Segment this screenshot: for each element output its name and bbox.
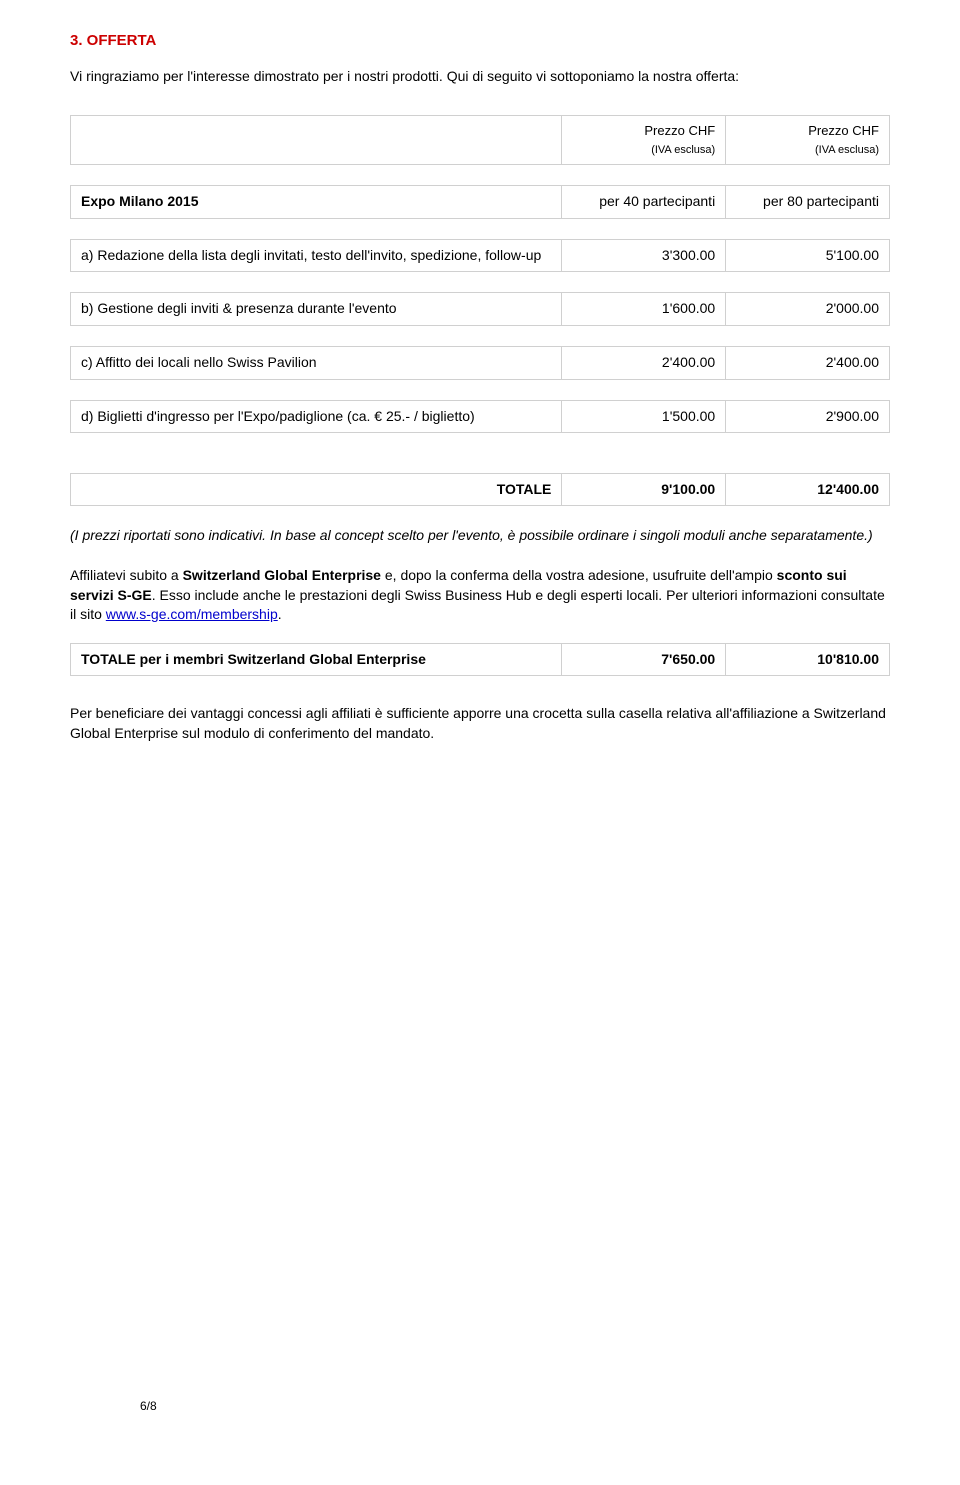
header-empty (71, 115, 562, 165)
header-col1: Prezzo CHF (IVA esclusa) (562, 115, 726, 165)
row-d-table: d) Biglietti d'ingresso per l'Expo/padig… (70, 400, 890, 434)
row-a-v2: 5'100.00 (726, 239, 890, 272)
affiliate-paragraph: Affiliatevi subito a Switzerland Global … (70, 566, 890, 625)
row-a-label: a) Redazione della lista degli invitati,… (71, 239, 562, 272)
row-d-label: d) Biglietti d'ingresso per l'Expo/padig… (71, 400, 562, 433)
row-c-table: c) Affitto dei locali nello Swiss Pavili… (70, 346, 890, 380)
member-total-row: TOTALE per i membri Switzerland Global E… (71, 643, 890, 676)
total-v1: 9'100.00 (562, 473, 726, 506)
member-total-v1: 7'650.00 (562, 643, 726, 676)
header-row: Prezzo CHF (IVA esclusa) Prezzo CHF (IVA… (71, 115, 890, 165)
affiliate-mid: e, dopo la conferma della vostra adesion… (381, 567, 777, 583)
header-col2-line2: (IVA esclusa) (815, 144, 879, 156)
expo-label-text: Expo Milano 2015 (81, 193, 198, 209)
expo-table: Expo Milano 2015 per 40 partecipanti per… (70, 185, 890, 219)
expo-col1: per 40 partecipanti (562, 186, 726, 219)
member-total-label: TOTALE per i membri Switzerland Global E… (71, 643, 562, 676)
expo-col2: per 80 partecipanti (726, 186, 890, 219)
row-b-v2: 2'000.00 (726, 293, 890, 326)
row-b-label: b) Gestione degli inviti & presenza dura… (71, 293, 562, 326)
table-row: c) Affitto dei locali nello Swiss Pavili… (71, 346, 890, 379)
membership-link[interactable]: www.s-ge.com/membership (106, 606, 278, 622)
table-row: a) Redazione della lista degli invitati,… (71, 239, 890, 272)
total-label: TOTALE (71, 473, 562, 506)
total-row: TOTALE 9'100.00 12'400.00 (71, 473, 890, 506)
note-italic: (I prezzi riportati sono indicativi. In … (70, 526, 890, 546)
affiliate-pre: Affiliatevi subito a (70, 567, 183, 583)
page-number: 6/8 (140, 1398, 157, 1415)
affiliate-bold1: Switzerland Global Enterprise (183, 567, 381, 583)
total-table: TOTALE 9'100.00 12'400.00 (70, 473, 890, 507)
row-a-v1: 3'300.00 (562, 239, 726, 272)
member-total-table: TOTALE per i membri Switzerland Global E… (70, 643, 890, 677)
header-col1-line2: (IVA esclusa) (651, 144, 715, 156)
row-c-label: c) Affitto dei locali nello Swiss Pavili… (71, 346, 562, 379)
header-col2: Prezzo CHF (IVA esclusa) (726, 115, 890, 165)
intro-text: Vi ringraziamo per l'interesse dimostrat… (70, 67, 890, 87)
section-title: 3. OFFERTA (70, 30, 890, 51)
total-v2: 12'400.00 (726, 473, 890, 506)
row-b-v1: 1'600.00 (562, 293, 726, 326)
header-col2-line1: Prezzo CHF (808, 123, 879, 138)
header-col1-line1: Prezzo CHF (644, 123, 715, 138)
member-total-v2: 10'810.00 (726, 643, 890, 676)
affiliate-trail: . (278, 606, 282, 622)
expo-row: Expo Milano 2015 per 40 partecipanti per… (71, 186, 890, 219)
row-d-v2: 2'900.00 (726, 400, 890, 433)
row-a-table: a) Redazione della lista degli invitati,… (70, 239, 890, 273)
table-row: b) Gestione degli inviti & presenza dura… (71, 293, 890, 326)
price-header-table: Prezzo CHF (IVA esclusa) Prezzo CHF (IVA… (70, 115, 890, 166)
row-c-v1: 2'400.00 (562, 346, 726, 379)
row-d-v1: 1'500.00 (562, 400, 726, 433)
row-b-table: b) Gestione degli inviti & presenza dura… (70, 292, 890, 326)
expo-label: Expo Milano 2015 (71, 186, 562, 219)
row-c-v2: 2'400.00 (726, 346, 890, 379)
benefit-paragraph: Per beneficiare dei vantaggi concessi ag… (70, 704, 890, 743)
table-row: d) Biglietti d'ingresso per l'Expo/padig… (71, 400, 890, 433)
